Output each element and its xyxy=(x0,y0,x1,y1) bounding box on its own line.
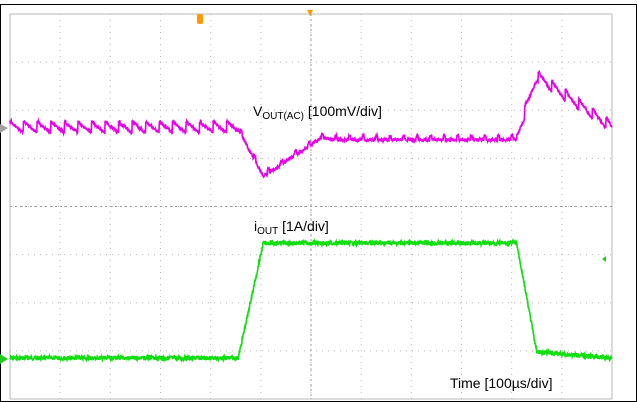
iout-label: iOUT [1A/div] xyxy=(254,218,329,237)
vout-label-sub: OUT(AC) xyxy=(262,111,305,122)
vout-label: VOUT(AC) [100mV/div] xyxy=(253,103,382,122)
traces xyxy=(9,69,613,364)
grid xyxy=(9,13,613,400)
plot-frame xyxy=(0,4,637,402)
iout-trace xyxy=(9,237,613,364)
vout-label-main: V xyxy=(253,103,263,119)
channel2-ground-marker xyxy=(0,354,8,364)
iout-label-main: i xyxy=(254,218,258,234)
time-axis-label: Time [100µs/div] xyxy=(450,375,553,391)
channel1-ground-marker xyxy=(0,124,8,133)
trigger-position-marker xyxy=(307,10,313,16)
iout-label-suffix: [1A/div] xyxy=(278,218,329,234)
markers xyxy=(0,10,606,364)
trigger-point-marker xyxy=(197,14,203,24)
vout-trace xyxy=(9,69,613,179)
iout-label-sub: OUT xyxy=(257,226,279,237)
trigger-level-marker xyxy=(602,256,606,262)
vout-label-suffix: [100mV/div] xyxy=(304,103,382,119)
